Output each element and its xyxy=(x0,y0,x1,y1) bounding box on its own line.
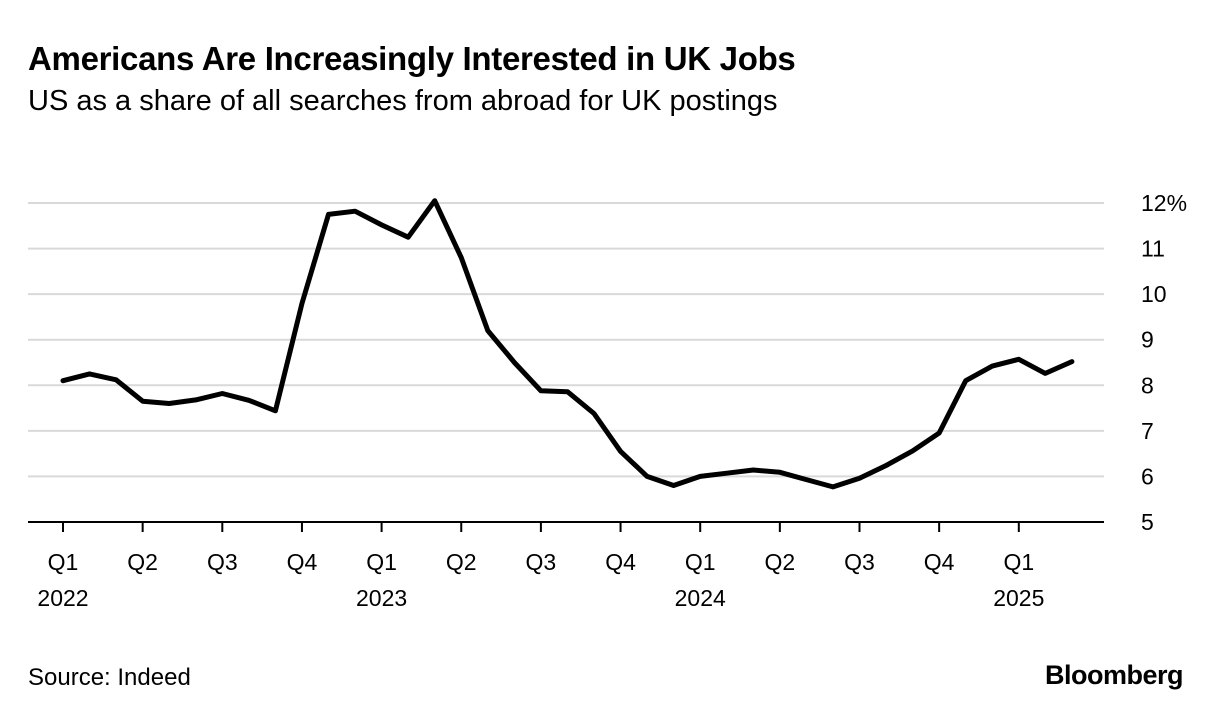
x-tick-label: Q2 xyxy=(127,549,158,575)
x-tick-label: Q1 xyxy=(48,549,79,575)
x-tick-label: Q2 xyxy=(765,549,796,575)
y-tick-label: 5 xyxy=(1141,509,1154,535)
x-year-label: 2022 xyxy=(37,585,88,611)
source-note: Source: Indeed xyxy=(28,664,191,691)
y-tick-label: 10 xyxy=(1141,281,1167,307)
y-tick-label: 9 xyxy=(1141,327,1154,353)
x-year-label: 2023 xyxy=(356,585,407,611)
x-tick-label: Q3 xyxy=(844,549,875,575)
y-tick-label: 11 xyxy=(1141,236,1165,262)
y-tick-label: 6 xyxy=(1141,463,1154,489)
y-tick-label: 12% xyxy=(1141,190,1187,216)
series-line xyxy=(60,198,1075,490)
x-tick-label: Q4 xyxy=(287,549,318,575)
x-tick-label: Q3 xyxy=(526,549,557,575)
chart-subtitle: US as a share of all searches from abroa… xyxy=(28,85,778,117)
x-tick-label: Q2 xyxy=(446,549,477,575)
x-tick-label: Q3 xyxy=(207,549,238,575)
x-tick-label: Q4 xyxy=(924,549,955,575)
x-tick-label: Q4 xyxy=(605,549,636,575)
x-tick-label: Q1 xyxy=(685,549,716,575)
y-tick-label: 7 xyxy=(1141,418,1154,444)
x-tick-label: Q1 xyxy=(366,549,397,575)
x-tick-label: Q1 xyxy=(1003,549,1034,575)
x-year-label: 2025 xyxy=(993,585,1044,611)
x-year-label: 2024 xyxy=(675,585,726,611)
bloomberg-logo: Bloomberg xyxy=(1044,660,1184,690)
chart-title: Americans Are Increasingly Interested in… xyxy=(28,40,796,77)
y-tick-label: 8 xyxy=(1141,372,1154,398)
